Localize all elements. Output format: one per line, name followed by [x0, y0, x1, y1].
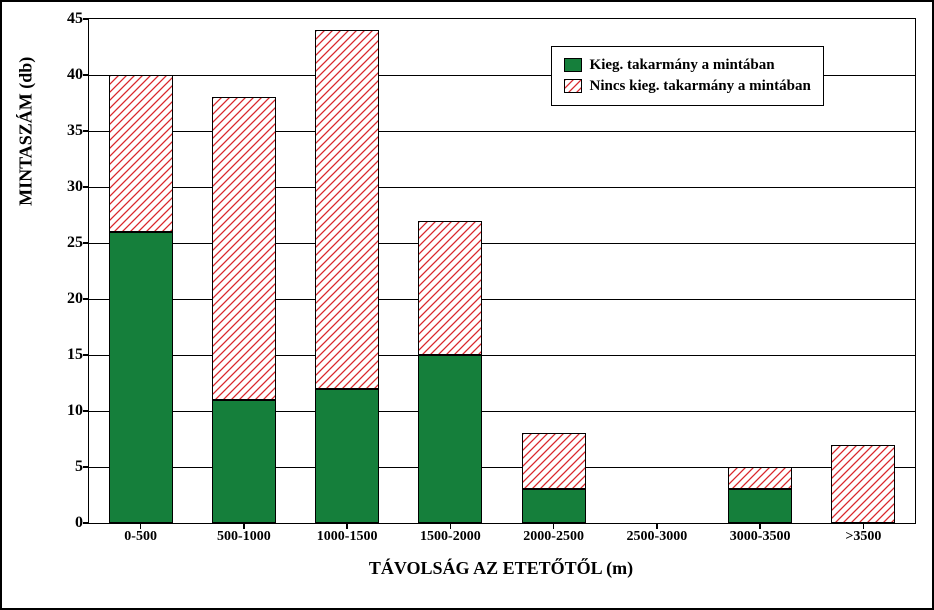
bar-series-0	[109, 232, 173, 523]
y-tick-label: 20	[67, 290, 89, 308]
bar-series-1	[522, 433, 586, 489]
legend-row: Nincs kieg. takarmány a mintában	[564, 78, 811, 95]
y-tick-label: 35	[67, 122, 89, 140]
y-tick-label: 45	[67, 10, 89, 28]
legend-row: Kieg. takarmány a mintában	[564, 57, 811, 74]
bar-series-1	[728, 467, 792, 489]
y-tick-label: 0	[75, 514, 89, 532]
bar-series-1	[109, 75, 173, 232]
x-tick-label: 3000-3500	[730, 523, 791, 545]
bar-series-1	[831, 445, 895, 523]
bar-series-0	[212, 400, 276, 523]
y-axis-title: MINTASZÁM (db)	[16, 57, 37, 206]
y-tick-label: 40	[67, 66, 89, 84]
legend-label: Nincs kieg. takarmány a mintában	[590, 78, 811, 95]
y-tick-label: 30	[67, 178, 89, 196]
x-tick-label: 0-500	[124, 523, 157, 545]
y-tick-label: 15	[67, 346, 89, 364]
y-tick-label: 10	[67, 402, 89, 420]
x-tick-label: 2500-3000	[627, 523, 688, 545]
bar-series-0	[522, 489, 586, 523]
bar-series-1	[418, 221, 482, 355]
x-tick-label: 2000-2500	[523, 523, 584, 545]
bar-series-1	[315, 30, 379, 388]
y-tick-label: 25	[67, 234, 89, 252]
legend-swatch	[564, 79, 582, 93]
y-tick-label: 5	[75, 458, 89, 476]
x-tick-label: >3500	[845, 523, 881, 545]
x-axis-title: TÁVOLSÁG AZ ETETŐTŐL (m)	[369, 558, 633, 579]
x-tick-label: 1000-1500	[317, 523, 378, 545]
bar-series-1	[212, 97, 276, 399]
legend-swatch	[564, 58, 582, 72]
x-tick-label: 1500-2000	[420, 523, 481, 545]
bar-series-0	[418, 355, 482, 523]
legend-label: Kieg. takarmány a mintában	[590, 57, 775, 74]
bar-series-0	[315, 389, 379, 523]
chart-frame: 0 5 10 15 20 25 30 35 40 45 0-500 500-1000 1000-1500…	[0, 0, 934, 610]
bar-series-0	[728, 489, 792, 523]
x-tick-label: 500-1000	[217, 523, 271, 545]
legend: Kieg. takarmány a mintában Nincs kieg. ta…	[551, 46, 824, 106]
